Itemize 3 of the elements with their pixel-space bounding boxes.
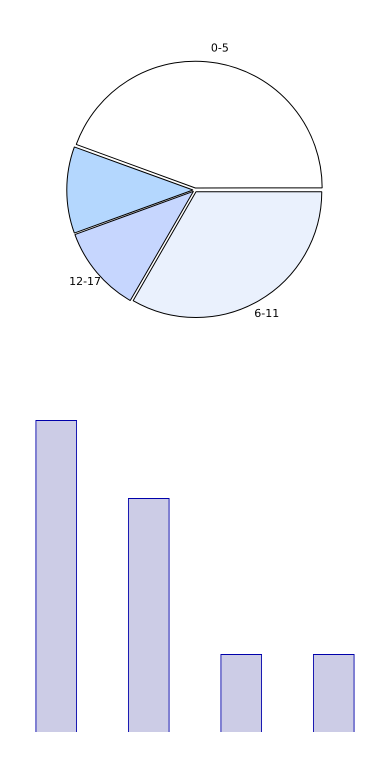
slice-label: 6-11 <box>254 307 280 320</box>
slice-label: 0-5 <box>210 42 229 55</box>
slice-label: 12-17 <box>69 275 102 288</box>
